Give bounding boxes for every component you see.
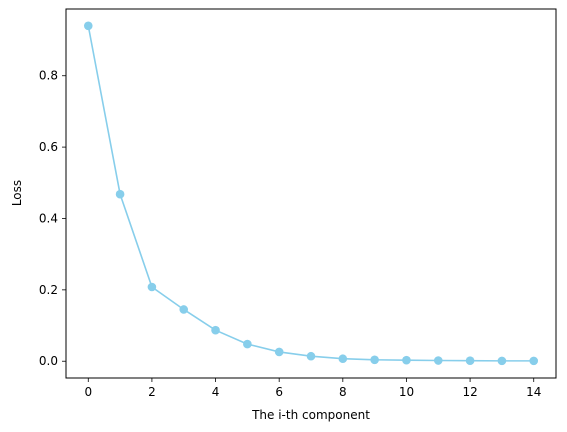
data-point — [370, 355, 379, 365]
x-axis-ticks: 0 2 4 6 8 10 12 14 — [84, 378, 541, 399]
y-tick-label: 0.6 — [39, 140, 58, 154]
x-tick-label: 14 — [526, 385, 541, 399]
x-tick-label: 6 — [275, 385, 283, 399]
data-point — [497, 356, 507, 366]
data-point — [83, 21, 93, 31]
x-axis-label: The i-th component — [251, 408, 370, 422]
data-point — [529, 356, 539, 366]
data-point — [433, 356, 443, 365]
x-tick-label: 4 — [212, 385, 220, 399]
y-tick-label: 0.8 — [39, 69, 58, 83]
plot-background — [66, 9, 556, 378]
y-axis-ticks: 0.0 0.2 0.4 0.6 0.8 — [39, 69, 66, 368]
data-point — [147, 282, 157, 292]
data-point — [465, 356, 475, 365]
data-point — [274, 347, 284, 357]
x-tick-label: 2 — [148, 385, 156, 399]
y-axis-label: Loss — [10, 180, 24, 206]
y-tick-label: 0.0 — [39, 354, 58, 368]
data-point — [211, 325, 220, 335]
x-tick-label: 8 — [339, 385, 347, 399]
data-point — [402, 355, 411, 365]
x-tick-label: 10 — [399, 385, 414, 399]
y-tick-label: 0.2 — [39, 283, 58, 297]
x-tick-label: 12 — [462, 385, 477, 399]
loss-series-points — [83, 21, 539, 366]
data-point — [306, 351, 316, 361]
y-tick-label: 0.4 — [39, 211, 58, 225]
plot-frame — [65, 8, 557, 379]
x-tick-label: 0 — [84, 385, 92, 399]
data-point — [338, 354, 348, 364]
data-point — [115, 189, 125, 199]
data-point — [243, 339, 252, 349]
data-point — [179, 305, 189, 314]
